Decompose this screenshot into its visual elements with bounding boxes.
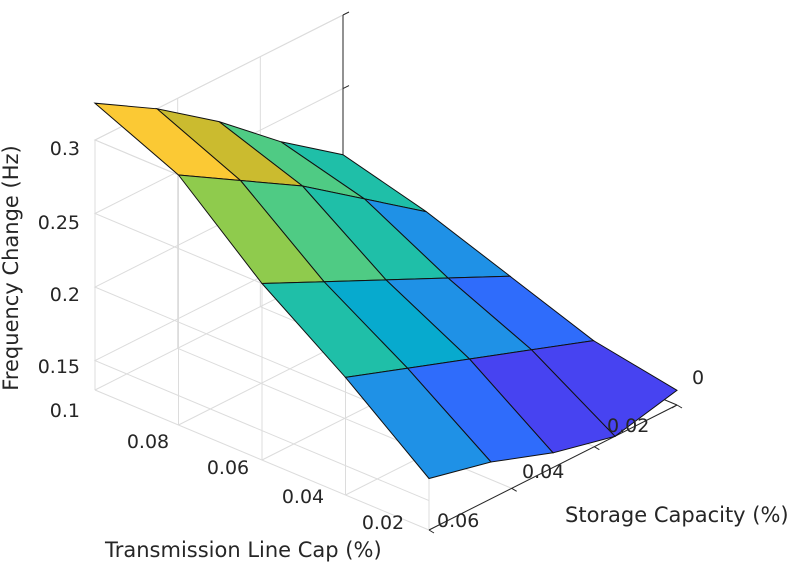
x-axis-label: Transmission Line Cap (%) — [104, 538, 382, 562]
y-tick-mark — [594, 446, 600, 451]
z-tick-mark — [342, 11, 350, 16]
x-tick-label: 0.1 — [50, 400, 80, 422]
y-tick-label: 0 — [692, 367, 704, 389]
surface-patch — [344, 367, 492, 480]
surface-patches — [93, 102, 678, 480]
y-tick-label: 0.06 — [437, 510, 479, 532]
z-tick-label: 0.3 — [50, 138, 80, 160]
z-tick-label: 0.25 — [38, 212, 80, 234]
y-axis-label: Storage Capacity (%) — [565, 503, 789, 527]
y-tick-label: 0.02 — [607, 415, 649, 437]
z-tick-mark — [342, 85, 350, 89]
x-tick-label: 0.06 — [207, 457, 249, 479]
y-tick-mark — [428, 529, 435, 534]
z-tick-label: 0.2 — [50, 284, 80, 306]
z-tick-label: 0.15 — [38, 356, 80, 378]
x-tick-label: 0.02 — [362, 512, 404, 534]
grid-line — [94, 389, 430, 531]
y-tick-label: 0.04 — [522, 461, 564, 483]
z-axis-label: Frequency Change (Hz) — [0, 145, 23, 390]
x-tick-label: 0.04 — [282, 486, 324, 508]
x-tick-label: 0.08 — [127, 431, 169, 453]
y-tick-mark — [511, 487, 517, 492]
y-tick-mark — [676, 404, 683, 409]
y-axis-line — [428, 404, 678, 531]
